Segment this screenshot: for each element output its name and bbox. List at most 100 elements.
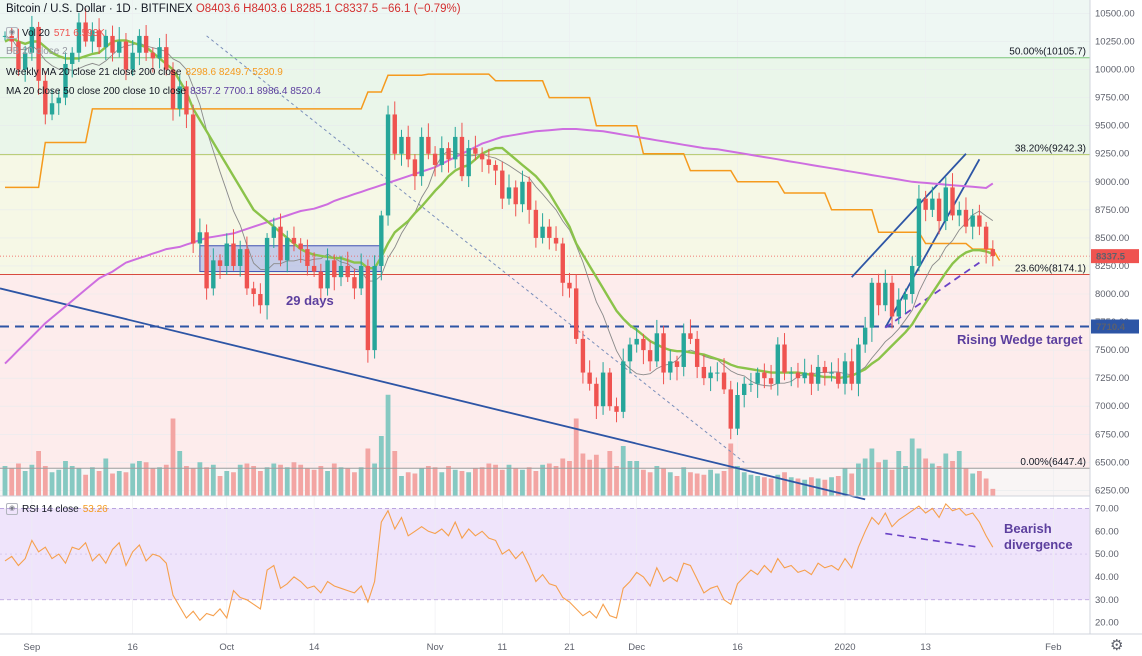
candle-body bbox=[990, 249, 996, 257]
candle-body bbox=[600, 372, 606, 407]
price-tick-label: 9000.00 bbox=[1095, 177, 1129, 188]
candle-body bbox=[930, 198, 935, 210]
candle-body bbox=[338, 265, 344, 278]
volume-bar bbox=[714, 473, 720, 496]
candle-body bbox=[325, 260, 330, 289]
rsi-name: RSI 14 close bbox=[22, 503, 79, 515]
price-tick-label: 10500.00 bbox=[1095, 8, 1135, 19]
volume-bar bbox=[802, 479, 808, 496]
volume-bar bbox=[452, 469, 458, 496]
rsi-legend[interactable]: ◉ RSI 14 close 53.26 bbox=[6, 503, 108, 515]
candle-body bbox=[426, 136, 431, 154]
volume-bar bbox=[305, 468, 310, 496]
candle-body bbox=[513, 187, 518, 205]
volume-bar bbox=[681, 467, 687, 496]
volume-bar bbox=[849, 473, 855, 496]
candle-body bbox=[345, 265, 350, 278]
volume-bars bbox=[2, 394, 996, 496]
indicator-ma[interactable]: MA 20 close 50 close 200 close 10 close … bbox=[6, 86, 321, 97]
volume-bar bbox=[506, 464, 512, 496]
price-tick-label: 7000.00 bbox=[1095, 401, 1129, 412]
time-tick-label: Sep bbox=[23, 642, 40, 653]
candle-body bbox=[459, 136, 465, 177]
eye-icon[interactable]: ◉ bbox=[6, 27, 18, 39]
volume-bar bbox=[627, 461, 633, 496]
volume-bar bbox=[143, 462, 149, 496]
indicator-name: Weekly MA 20 close 21 close 200 close bbox=[6, 67, 182, 78]
volume-bar bbox=[2, 466, 8, 496]
candle-body bbox=[117, 41, 122, 53]
volume-bar bbox=[278, 464, 283, 496]
volume-bar bbox=[641, 469, 646, 496]
candle-body bbox=[782, 344, 787, 373]
candle-body bbox=[56, 97, 61, 104]
candle-body bbox=[977, 215, 982, 227]
wedge-upper-line bbox=[851, 153, 967, 278]
volume-bar bbox=[728, 443, 734, 496]
candle-body bbox=[264, 237, 270, 306]
candle-body bbox=[96, 30, 102, 48]
price-tick-label: 8750.00 bbox=[1095, 205, 1129, 216]
price-tick-label: 9750.00 bbox=[1095, 93, 1129, 104]
volume-bar bbox=[224, 471, 230, 496]
volume-bar bbox=[889, 469, 895, 496]
volume-bar bbox=[76, 468, 82, 496]
candle-body bbox=[842, 361, 848, 384]
volume-bar bbox=[990, 488, 996, 496]
volume-bar bbox=[103, 458, 109, 496]
time-tick-label: 16 bbox=[732, 642, 743, 653]
candle-body bbox=[358, 265, 364, 289]
candle-body bbox=[547, 226, 552, 238]
candle-body bbox=[701, 366, 707, 379]
volume-bar bbox=[977, 471, 982, 496]
candle-body bbox=[16, 41, 21, 70]
volume-bar bbox=[694, 473, 700, 496]
indicator-weekly-ma[interactable]: Weekly MA 20 close 21 close 200 close 82… bbox=[6, 67, 283, 78]
candle-body bbox=[688, 333, 693, 339]
volume-bar bbox=[822, 479, 828, 496]
price-tick-label: 8000.00 bbox=[1095, 289, 1129, 300]
candle-body bbox=[654, 333, 660, 362]
volume-bar bbox=[782, 472, 787, 496]
volume-bar bbox=[869, 448, 875, 496]
volume-bar bbox=[761, 477, 767, 496]
volume-bar bbox=[36, 451, 41, 496]
volume-bar bbox=[546, 463, 552, 496]
candle-body bbox=[479, 153, 485, 160]
indicator-bb[interactable]: BB 20 close 2 bbox=[6, 46, 68, 57]
candle-body bbox=[63, 63, 68, 98]
candle-body bbox=[789, 372, 794, 374]
volume-bar bbox=[876, 462, 881, 496]
volume-bar bbox=[473, 468, 478, 496]
settings-gear-icon[interactable]: ⚙ bbox=[1110, 637, 1124, 654]
volume-bar bbox=[943, 453, 949, 496]
ma200-line bbox=[4, 128, 994, 365]
volume-bar bbox=[446, 466, 451, 496]
candle-body bbox=[365, 265, 371, 351]
candle-body bbox=[668, 361, 673, 373]
candle-body bbox=[36, 26, 41, 81]
indicator-vol[interactable]: ◉ Vol 20 571 6.593K bbox=[6, 27, 105, 39]
candle-body bbox=[258, 294, 263, 306]
candle-body bbox=[439, 148, 444, 165]
volume-bar bbox=[950, 461, 955, 496]
candle-body bbox=[123, 41, 129, 70]
volume-bar bbox=[661, 468, 666, 496]
volume-bar bbox=[923, 458, 929, 496]
candle-body bbox=[150, 52, 156, 59]
volume-bar bbox=[432, 467, 438, 496]
eye-icon[interactable]: ◉ bbox=[6, 503, 18, 515]
fib-zone-23-0 bbox=[0, 274, 1090, 469]
volume-bar bbox=[399, 476, 404, 496]
candle-body bbox=[580, 338, 586, 373]
candle-body bbox=[305, 249, 310, 266]
volume-bar bbox=[607, 451, 613, 496]
candle-body bbox=[768, 378, 774, 384]
volume-bar bbox=[620, 446, 626, 496]
rsi-tick-label: 50.00 bbox=[1095, 549, 1119, 560]
candle-body bbox=[634, 338, 639, 345]
candle-body bbox=[627, 344, 633, 362]
candle-body bbox=[829, 372, 834, 374]
volume-bar bbox=[533, 471, 539, 496]
candle-body bbox=[197, 232, 203, 244]
